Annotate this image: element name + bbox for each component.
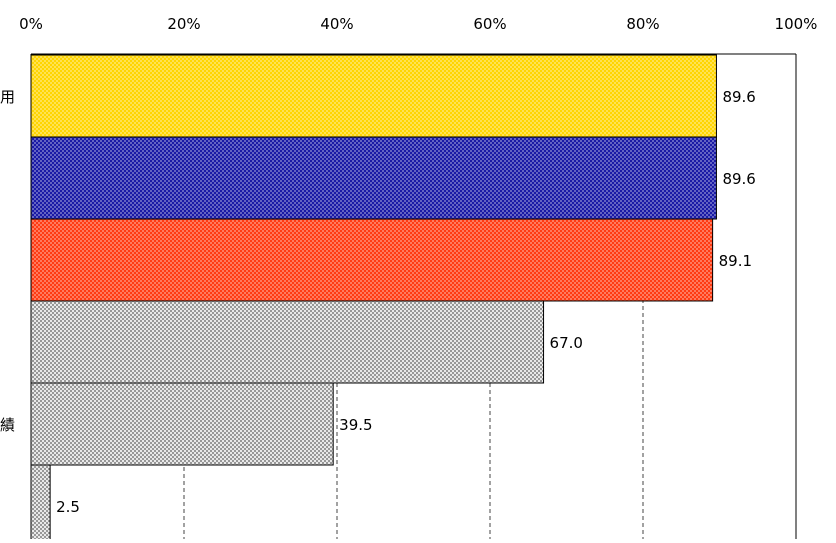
bar-value-label: 2.5 bbox=[56, 498, 80, 516]
bar-fill bbox=[31, 383, 334, 465]
bar bbox=[30, 136, 717, 220]
x-tick-label: 20% bbox=[167, 15, 200, 33]
bar bbox=[30, 218, 714, 302]
bar bbox=[30, 54, 717, 138]
bar-pattern bbox=[31, 55, 717, 137]
bar-border bbox=[30, 382, 334, 466]
x-tick-label: 60% bbox=[473, 15, 506, 33]
bar-fill bbox=[31, 301, 544, 383]
bar-value-label: 89.6 bbox=[722, 170, 755, 188]
x-tick-label: 80% bbox=[626, 15, 659, 33]
x-tick-label: 40% bbox=[320, 15, 353, 33]
bar-pattern bbox=[31, 137, 717, 219]
bar-border bbox=[30, 464, 51, 543]
bar bbox=[30, 464, 51, 543]
x-tick-label: 0% bbox=[19, 15, 43, 33]
bar bbox=[30, 382, 334, 466]
bar-pattern bbox=[31, 219, 713, 301]
bar-value-label: 89.6 bbox=[722, 88, 755, 106]
bar bbox=[30, 300, 545, 384]
bar-value-label: 67.0 bbox=[550, 334, 583, 352]
bar-value-label: 39.5 bbox=[339, 416, 372, 434]
category-label: 績 bbox=[0, 416, 15, 434]
x-tick-label: 100% bbox=[775, 15, 818, 33]
bar-fill bbox=[31, 465, 51, 543]
category-label: 用 bbox=[0, 88, 15, 106]
bar-value-label: 89.1 bbox=[719, 252, 752, 270]
